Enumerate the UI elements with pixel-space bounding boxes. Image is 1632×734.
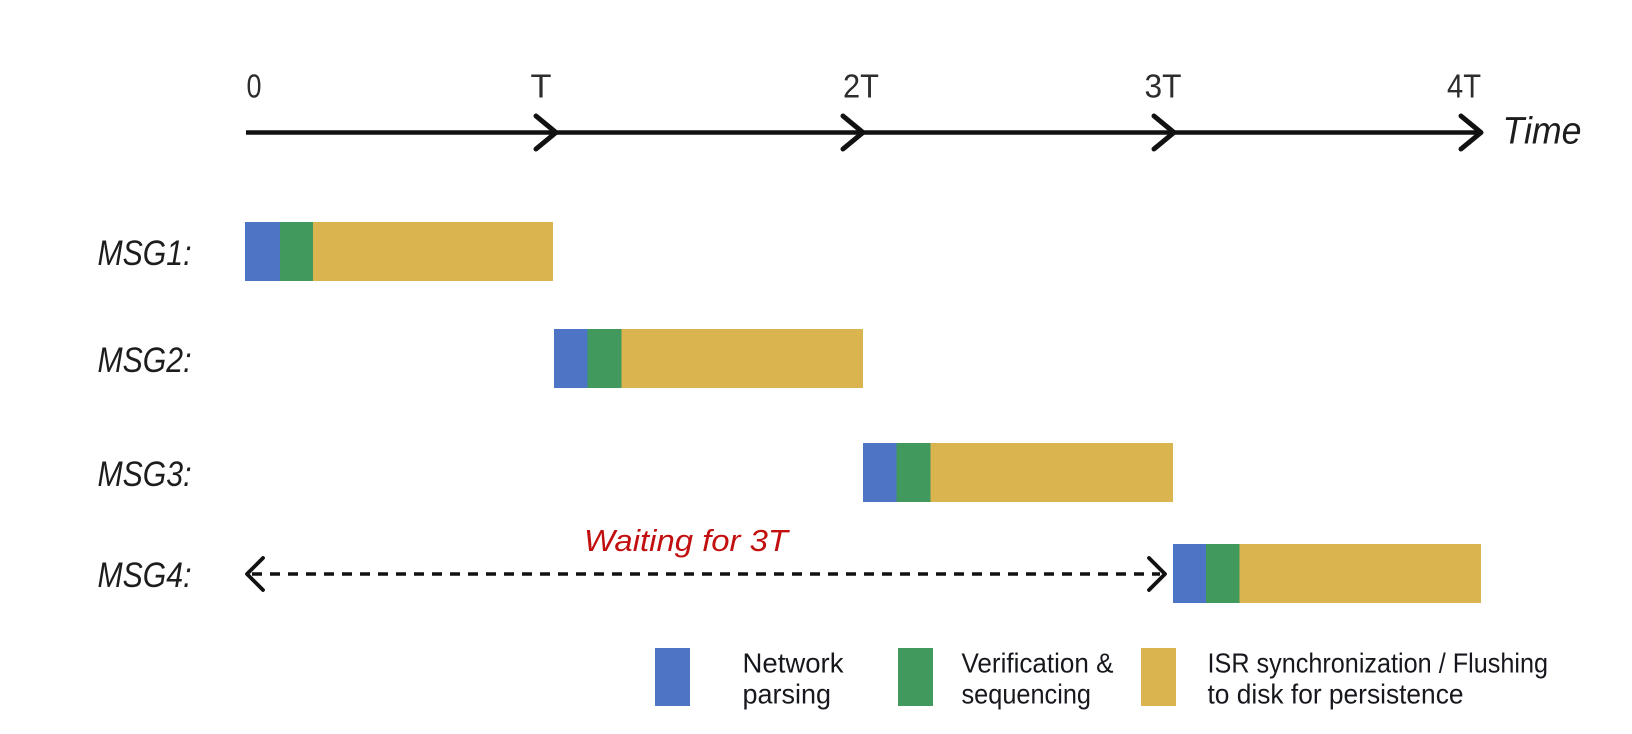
svg-text:ISR synchronization / Flushing: ISR synchronization / Flushing: [1208, 648, 1549, 679]
svg-text:MSG3:: MSG3:: [98, 455, 192, 494]
svg-text:Time: Time: [1503, 111, 1582, 153]
svg-text:T: T: [531, 69, 552, 106]
svg-text:MSG4:: MSG4:: [98, 556, 192, 595]
svg-text:MSG2:: MSG2:: [98, 341, 192, 380]
svg-text:to disk for persistence: to disk for persistence: [1208, 679, 1464, 710]
svg-text:Verification &: Verification &: [962, 648, 1114, 679]
svg-text:Network: Network: [743, 648, 844, 679]
svg-text:MSG1:: MSG1:: [98, 234, 192, 273]
svg-text:sequencing: sequencing: [962, 679, 1092, 710]
svg-text:0: 0: [247, 69, 262, 106]
svg-text:2T: 2T: [843, 69, 879, 106]
svg-text:4T: 4T: [1447, 69, 1481, 106]
svg-text:3T: 3T: [1145, 69, 1182, 106]
svg-text:parsing: parsing: [743, 679, 832, 710]
svg-text:Waiting for 3T: Waiting for 3T: [584, 524, 791, 558]
